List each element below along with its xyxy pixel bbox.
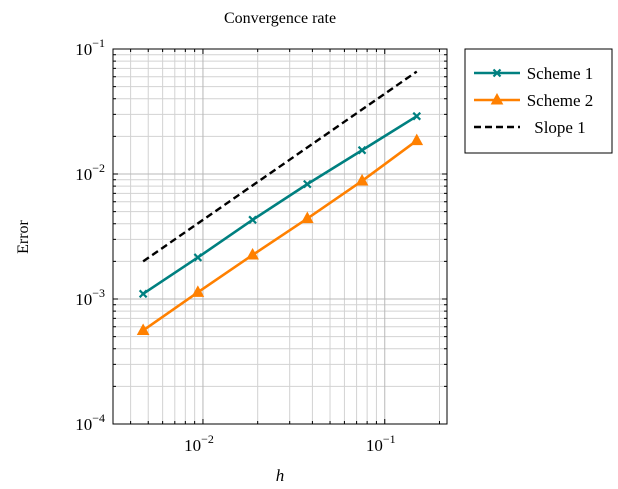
x-marker [138,289,148,299]
legend: Scheme 1 Scheme 2 Slope 1 [464,48,613,154]
triangle-marker [490,92,504,105]
triangle-marker [246,247,259,260]
x-tick-label: 10−2 [184,432,214,455]
triangle-marker [410,133,424,146]
x-tick-label: 10−1 [366,432,396,455]
triangle-marker [136,323,150,335]
x-marker [248,215,257,225]
triangle-marker [191,285,205,297]
series-line-3 [142,70,418,263]
y-tick-label: 10−4 [75,411,105,434]
chart-title: Convergence rate [224,10,336,27]
x-marker [412,111,422,121]
series-line-2 [142,139,418,332]
legend-label-2: Scheme 2 [527,91,594,110]
legend-label-1: Scheme 1 [527,64,594,83]
y-tick-label: 10−1 [75,36,105,59]
x-marker [492,68,502,78]
x-marker [357,145,367,155]
triangle-marker [355,173,369,186]
y-axis-label: Error [15,219,32,253]
x-marker [193,253,203,262]
y-tick-label: 10−2 [75,161,105,184]
plot-frame [112,48,448,425]
series-line-1 [142,115,418,295]
x-marker [303,179,312,189]
x-axis-label: h [276,466,285,485]
triangle-marker [300,211,314,224]
y-tick-label: 10−3 [75,286,105,309]
legend-label-3: Slope 1 [534,118,585,137]
